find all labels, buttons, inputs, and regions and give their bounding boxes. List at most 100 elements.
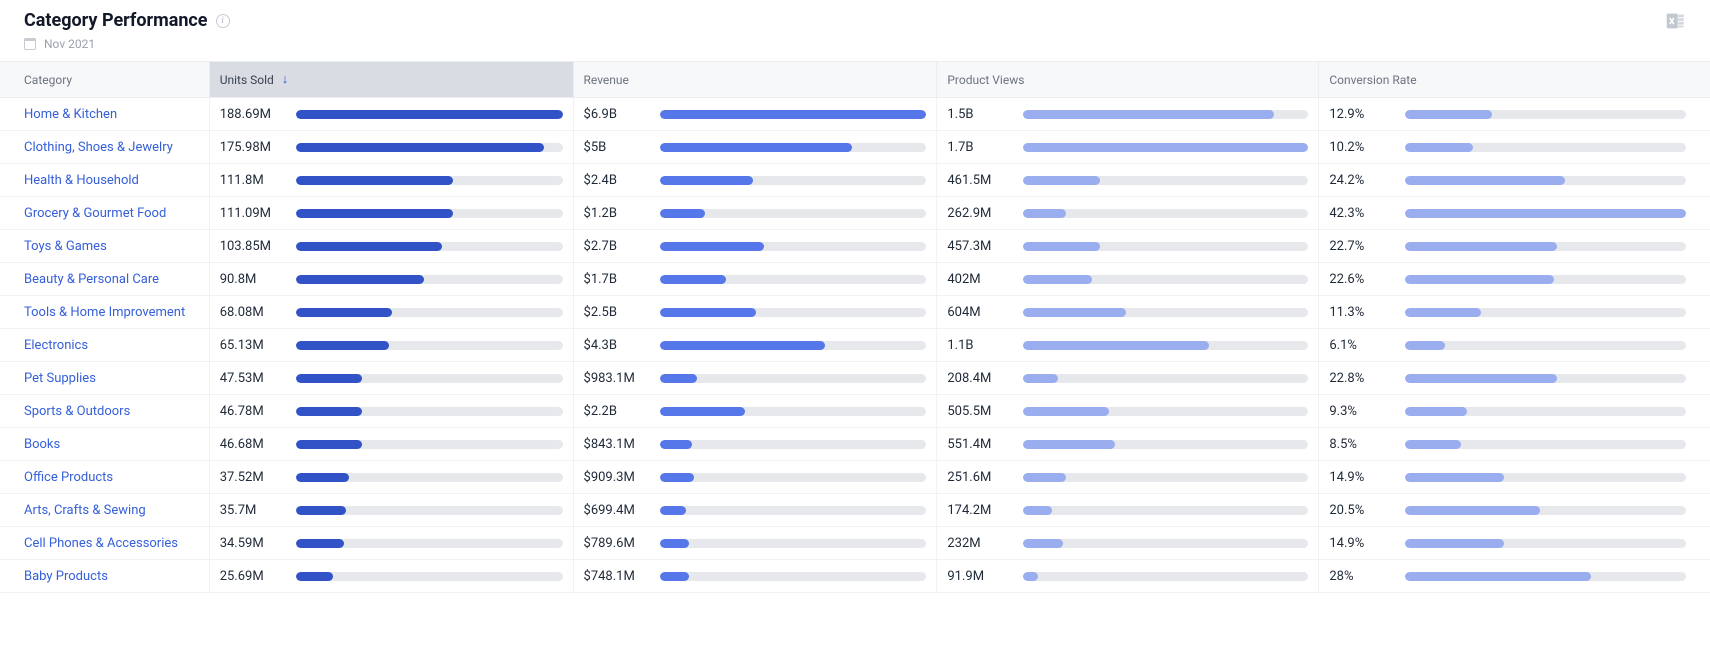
category-link[interactable]: Books (0, 428, 209, 461)
metric-cell: 457.3M (937, 230, 1319, 263)
category-table: Category Units Sold ↓ Revenue Product Vi… (0, 61, 1710, 593)
col-header-category[interactable]: Category (0, 62, 209, 98)
metric-value: $1.2B (584, 206, 646, 221)
bar-fill (296, 242, 443, 251)
metric-cell: $843.1M (573, 428, 937, 461)
metric-cell: 42.3% (1319, 197, 1710, 230)
bar-fill (660, 209, 705, 218)
metric-inner: 90.8M (220, 272, 563, 287)
category-link[interactable]: Grocery & Gourmet Food (0, 197, 209, 230)
bar-track (296, 242, 563, 251)
bar-track (296, 407, 563, 416)
category-link[interactable]: Cell Phones & Accessories (0, 527, 209, 560)
bar-fill (1405, 242, 1557, 251)
metric-inner: $748.1M (584, 569, 927, 584)
bar-track (1023, 374, 1308, 383)
category-link[interactable]: Health & Household (0, 164, 209, 197)
metric-inner: 14.9% (1329, 470, 1686, 485)
metric-cell: 103.85M (209, 230, 573, 263)
bar-fill (296, 572, 333, 581)
bar-fill (1405, 143, 1472, 152)
metric-value: 47.53M (220, 371, 282, 386)
metric-cell: 505.5M (937, 395, 1319, 428)
category-link[interactable]: Home & Kitchen (0, 98, 209, 131)
bar-track (296, 110, 563, 119)
metric-cell: 37.52M (209, 461, 573, 494)
category-link[interactable]: Pet Supplies (0, 362, 209, 395)
metric-cell: 11.3% (1319, 296, 1710, 329)
metric-value: $843.1M (584, 437, 646, 452)
metric-value: 37.52M (220, 470, 282, 485)
metric-inner: 20.5% (1329, 503, 1686, 518)
metric-value: 35.7M (220, 503, 282, 518)
category-link[interactable]: Sports & Outdoors (0, 395, 209, 428)
metric-inner: 188.69M (220, 107, 563, 122)
col-header-revenue[interactable]: Revenue (573, 62, 937, 98)
bar-track (296, 440, 563, 449)
metric-value: 42.3% (1329, 206, 1391, 221)
metric-cell: $789.6M (573, 527, 937, 560)
metric-inner: 37.52M (220, 470, 563, 485)
bar-track (296, 506, 563, 515)
metric-cell: 111.09M (209, 197, 573, 230)
bar-track (1023, 242, 1308, 251)
metric-inner: 1.1B (947, 338, 1308, 353)
bar-fill (1405, 539, 1503, 548)
category-link[interactable]: Electronics (0, 329, 209, 362)
metric-inner: 28% (1329, 569, 1686, 584)
col-label: Revenue (584, 73, 629, 87)
bar-track (660, 308, 927, 317)
bar-track (1405, 473, 1686, 482)
bar-fill (1405, 110, 1492, 119)
metric-cell: 175.98M (209, 131, 573, 164)
metric-inner: $4.3B (584, 338, 927, 353)
col-header-units-sold[interactable]: Units Sold ↓ (209, 62, 573, 98)
category-link[interactable]: Clothing, Shoes & Jewelry (0, 131, 209, 164)
metric-value: 1.1B (947, 338, 1009, 353)
bar-fill (660, 374, 697, 383)
bar-track (296, 473, 563, 482)
bar-fill (1405, 341, 1444, 350)
metric-cell: 1.5B (937, 98, 1319, 131)
category-link[interactable]: Beauty & Personal Care (0, 263, 209, 296)
metric-value: $983.1M (584, 371, 646, 386)
bar-fill (1405, 407, 1467, 416)
bar-fill (660, 143, 852, 152)
metric-value: 28% (1329, 569, 1391, 584)
metric-inner: 46.78M (220, 404, 563, 419)
bar-track (660, 440, 927, 449)
metric-inner: 111.8M (220, 173, 563, 188)
metric-cell: 34.59M (209, 527, 573, 560)
metric-cell: 188.69M (209, 98, 573, 131)
metric-inner: 6.1% (1329, 338, 1686, 353)
metric-inner: $5B (584, 140, 927, 155)
category-link[interactable]: Toys & Games (0, 230, 209, 263)
bar-track (660, 374, 927, 383)
metric-inner: $2.2B (584, 404, 927, 419)
category-link[interactable]: Arts, Crafts & Sewing (0, 494, 209, 527)
metric-value: 174.2M (947, 503, 1009, 518)
col-header-conversion-rate[interactable]: Conversion Rate (1319, 62, 1710, 98)
metric-cell: 402M (937, 263, 1319, 296)
bar-fill (660, 110, 927, 119)
table-row: Electronics 65.13M $4.3B 1.1B 6.1% (0, 329, 1710, 362)
bar-track (296, 539, 563, 548)
bar-track (660, 176, 927, 185)
metric-value: 6.1% (1329, 338, 1391, 353)
bar-track (1023, 539, 1308, 548)
category-link[interactable]: Office Products (0, 461, 209, 494)
bar-track (660, 539, 927, 548)
col-header-product-views[interactable]: Product Views (937, 62, 1319, 98)
category-link[interactable]: Tools & Home Improvement (0, 296, 209, 329)
bar-fill (1023, 110, 1274, 119)
metric-cell: $2.2B (573, 395, 937, 428)
metric-value: 10.2% (1329, 140, 1391, 155)
export-excel-icon[interactable] (1664, 10, 1686, 32)
bar-fill (660, 473, 695, 482)
bar-fill (660, 572, 689, 581)
category-link[interactable]: Baby Products (0, 560, 209, 593)
info-icon[interactable]: i (216, 14, 230, 28)
bar-fill (1023, 539, 1063, 548)
metric-value: 22.6% (1329, 272, 1391, 287)
metric-value: 65.13M (220, 338, 282, 353)
